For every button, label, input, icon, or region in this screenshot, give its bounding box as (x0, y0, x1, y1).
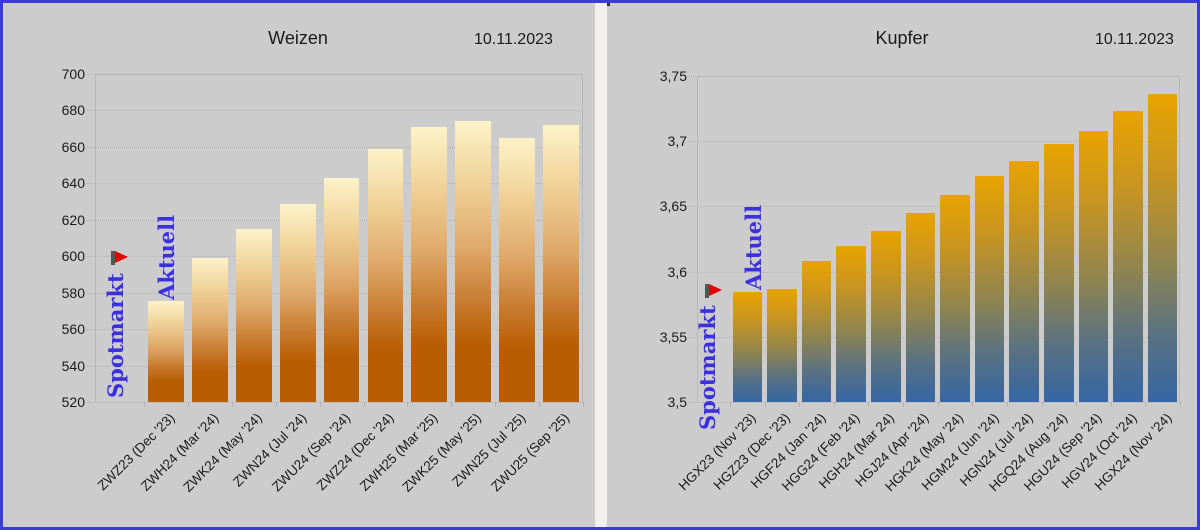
bar (1044, 143, 1074, 402)
x-axis-tick (799, 402, 801, 407)
x-axis-category-label: ZWZ24 (Dec '24) (314, 410, 398, 494)
plot-area: 3,5 3,55 3,6 3,65 3,7 3,75 HGX23 (Nov '23) HGZ2… (660, 68, 1181, 494)
x-axis-tick (972, 402, 974, 407)
y-axis-tick-label: 520 (61, 394, 85, 410)
aktuell-label: Aktuell (154, 214, 179, 300)
x-axis-tick (868, 402, 870, 407)
bar (1078, 130, 1109, 402)
bar (1009, 160, 1040, 402)
y-axis-tick-label: 3,75 (659, 68, 687, 84)
x-axis-tick (583, 402, 584, 407)
bar (455, 121, 492, 402)
x-axis-tick (833, 402, 835, 407)
bar (148, 300, 184, 402)
gridline (689, 402, 1180, 403)
x-axis-tick (730, 402, 731, 407)
x-axis-tick (275, 402, 277, 407)
x-axis-category-label: ZWK25 (May '25) (399, 410, 485, 495)
gridline (87, 402, 583, 403)
bar (543, 125, 579, 402)
x-axis-tick (764, 402, 766, 407)
spotmarkt-label: Spotmarkt (695, 305, 720, 430)
x-axis-tick (1006, 402, 1008, 407)
bar (767, 288, 797, 402)
chart-title: Kupfer (875, 28, 929, 48)
x-axis-tick (1145, 402, 1147, 407)
y-axis-tick-label: 3,65 (659, 198, 687, 215)
copper-chart-panel: Kupfer 10.11.2023 3,5 3,55 3,6 3,65 3,7 3,75 H… (607, 0, 1197, 530)
chart-date: 10.11.2023 (1095, 31, 1174, 48)
x-axis-tick (451, 402, 453, 407)
x-axis-category-label: ZWU24 (Sep '24) (268, 410, 353, 495)
bar (905, 212, 936, 402)
x-axis-tick (363, 402, 365, 407)
bar (801, 261, 832, 402)
divider-mark (607, 3, 610, 6)
x-axis-tick (1180, 402, 1181, 407)
y-axis-tick-label: 3,5 (667, 394, 687, 410)
bar (411, 126, 448, 402)
x-axis-tick (937, 402, 939, 407)
y-axis-tick-label: 680 (61, 102, 85, 119)
y-axis-tick-label: 580 (61, 284, 85, 301)
x-axis-tick (539, 402, 541, 407)
bar (836, 245, 866, 402)
x-axis-tick (1110, 402, 1112, 407)
x-axis-category-label: ZWH25 (Mar '25) (357, 410, 441, 494)
x-axis-tick (495, 402, 497, 407)
bar (974, 176, 1005, 402)
x-axis-category-label: ZWK24 (May '24) (180, 410, 265, 495)
bar (235, 228, 272, 402)
bar (1147, 94, 1178, 402)
y-axis-tick-label: 640 (61, 175, 85, 192)
x-axis-tick (1041, 402, 1043, 407)
flag-icon (111, 251, 129, 265)
bar (279, 204, 316, 402)
bar (323, 177, 360, 402)
panel-divider (595, 3, 607, 527)
y-axis-tick-label: 660 (61, 138, 85, 155)
gridline (87, 146, 583, 148)
y-axis-tick-label: 3,55 (659, 328, 687, 345)
bar (940, 194, 970, 402)
chart-date: 10.11.2023 (474, 31, 553, 48)
x-axis-tick (187, 402, 189, 407)
x-axis-tick (903, 402, 905, 407)
plot-area: 520 540 560 580 600 620 640 660 680 700 ZWZ23 (Dec… (62, 66, 584, 495)
x-axis-tick (1076, 402, 1078, 407)
y-axis-tick-label: 3,6 (667, 263, 687, 280)
x-axis-category-label: ZWH24 (Mar '24) (137, 410, 222, 494)
x-axis-tick (407, 402, 409, 407)
x-axis-tick (144, 402, 145, 407)
y-axis-tick-label: 600 (61, 248, 85, 265)
x-axis-category-label: ZWU25 (Sep '25) (488, 410, 573, 495)
gridline (689, 206, 1180, 208)
spotmarkt-label: Spotmarkt (103, 273, 128, 398)
flag-icon (705, 284, 723, 298)
bar (499, 137, 536, 402)
gridline (689, 141, 1180, 143)
y-axis-tick-label: 700 (61, 66, 85, 82)
x-axis-tick (231, 402, 233, 407)
chart-title: Weizen (268, 28, 328, 48)
wheat-chart-panel: Weizen 10.11.2023 520 540 560 580 600 620 640 6… (0, 0, 595, 530)
bar (191, 258, 228, 402)
x-axis-tick (319, 402, 321, 407)
y-axis-tick-label: 3,7 (667, 133, 687, 150)
y-axis-tick-label: 540 (61, 357, 85, 374)
gridline (87, 74, 583, 75)
gridline (87, 110, 583, 112)
bar (732, 292, 763, 402)
bar (870, 231, 901, 402)
aktuell-label: Aktuell (741, 204, 766, 290)
x-axis-category-label: ZWZ23 (Dec '23) (94, 410, 178, 494)
gridline (689, 76, 1180, 77)
y-axis-tick-label: 620 (61, 211, 85, 228)
bar (367, 148, 404, 402)
bar (1113, 111, 1143, 402)
y-axis-tick-label: 560 (61, 321, 85, 338)
